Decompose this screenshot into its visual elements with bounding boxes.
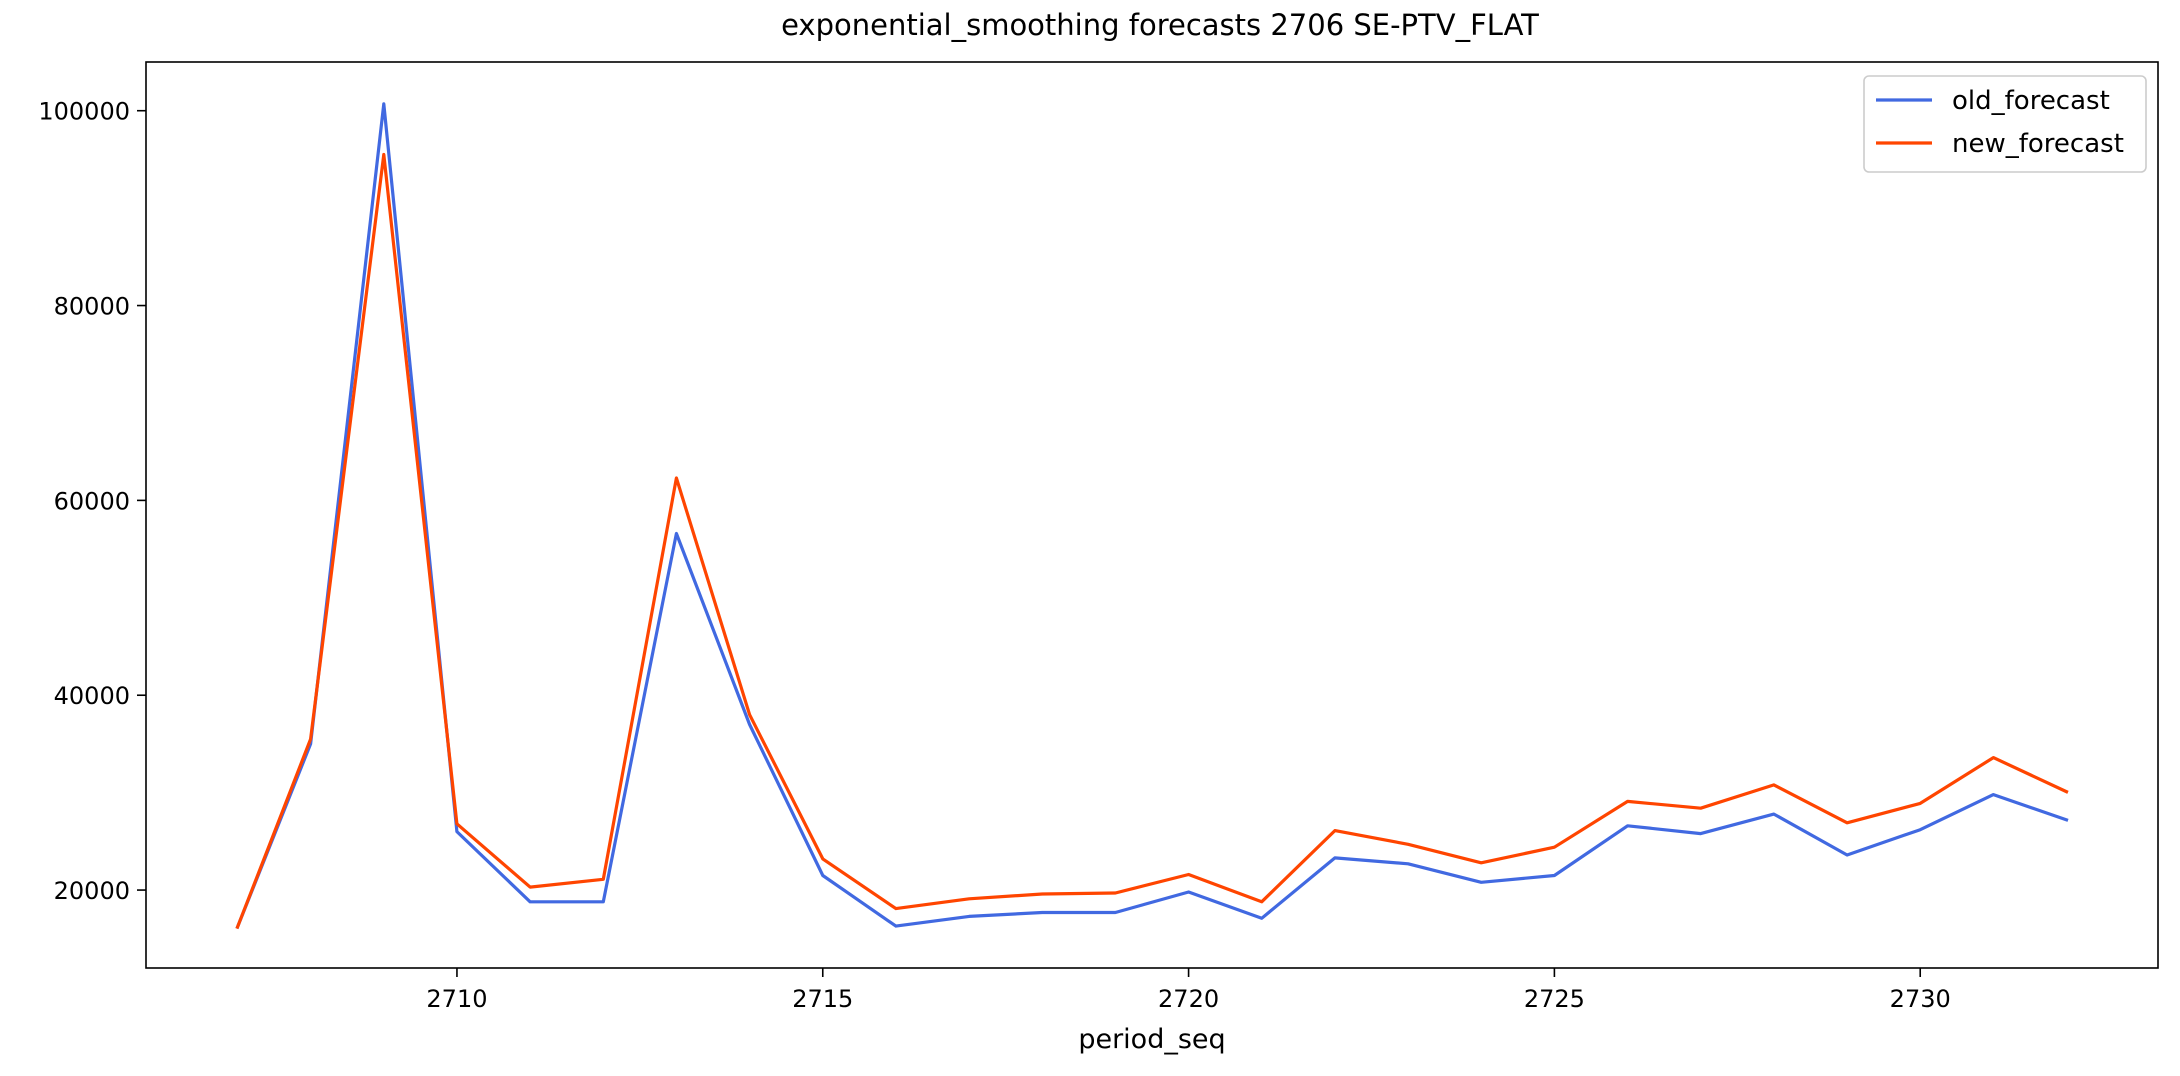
y-tick-label: 20000 [54, 877, 130, 905]
x-tick-label: 2730 [1890, 985, 1951, 1013]
axis-ticks: 2710 2715 2720 2725 2730 20000 40000 60000 80000… [38, 98, 1950, 1013]
series-lines [235, 102, 2069, 930]
new-forecast-line [235, 152, 2069, 930]
x-tick-label: 2720 [1158, 985, 1219, 1013]
x-tick-label: 2710 [426, 985, 487, 1013]
x-axis-label: period_seq [1078, 1024, 1225, 1055]
x-tick-label: 2725 [1524, 985, 1585, 1013]
old-forecast-line [235, 102, 2069, 930]
legend-box [1863, 75, 2147, 173]
legend-entry: new_forecast [1952, 129, 2124, 159]
legend-entry: old_forecast [1952, 86, 2110, 116]
chart-title: exponential_smoothing forecasts 2706 SE-… [781, 8, 1539, 42]
plot-frame [145, 61, 2159, 969]
x-tick-label: 2715 [792, 985, 853, 1013]
legend: old_forecast new_forecast [1863, 75, 2147, 173]
y-tick-label: 40000 [54, 682, 130, 710]
y-tick-label: 100000 [38, 98, 130, 126]
y-tick-label: 60000 [54, 487, 130, 515]
y-tick-label: 80000 [54, 293, 130, 321]
